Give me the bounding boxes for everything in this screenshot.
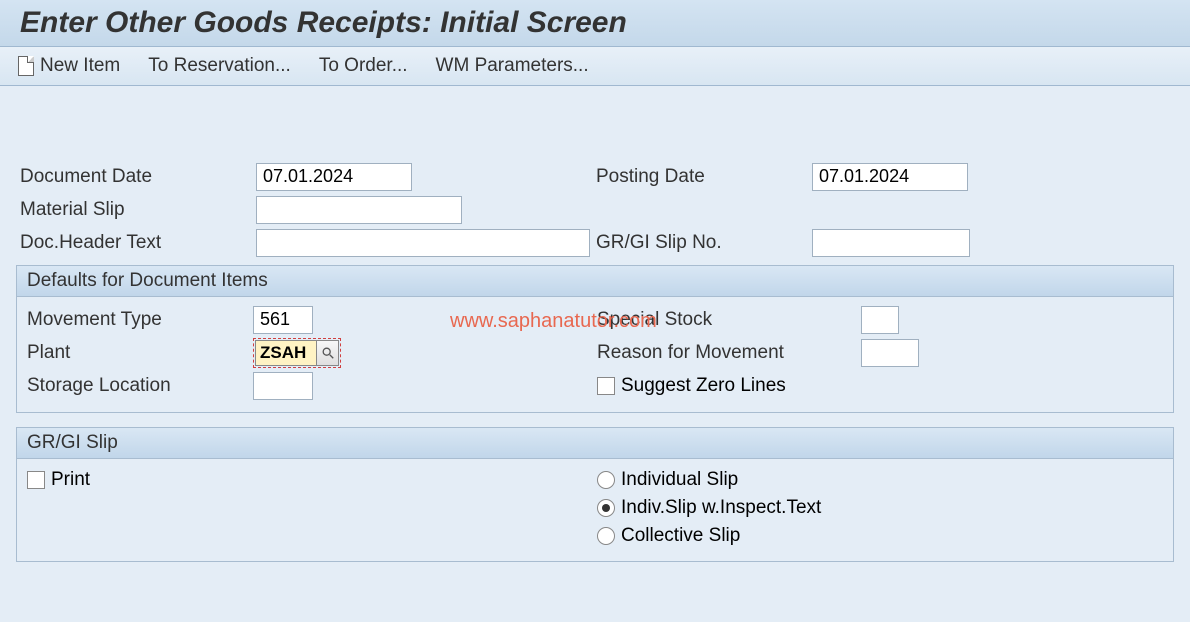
wm-parameters-button[interactable]: WM Parameters...	[436, 55, 589, 77]
radio-icon	[597, 527, 615, 545]
radio-icon	[597, 499, 615, 517]
form-area: Document Date Posting Date Material Slip…	[0, 86, 1190, 622]
doc-header-text-label: Doc.Header Text	[20, 232, 256, 254]
storage-location-label: Storage Location	[21, 375, 253, 397]
storage-location-input[interactable]	[253, 372, 313, 400]
doc-header-text-input[interactable]	[256, 229, 590, 257]
gr-gi-slip-panel: GR/GI Slip Print Individual Slip Indiv.S…	[16, 427, 1174, 562]
header-fields: Document Date Posting Date Material Slip…	[10, 96, 1180, 259]
special-stock-input[interactable]	[861, 306, 899, 334]
document-icon	[18, 56, 34, 76]
new-item-button[interactable]: New Item	[18, 55, 120, 77]
radio-indiv-inspect[interactable]: Indiv.Slip w.Inspect.Text	[597, 497, 1169, 519]
suggest-zero-lines-label: Suggest Zero Lines	[621, 375, 786, 397]
material-slip-label: Material Slip	[20, 199, 256, 221]
posting-date-label: Posting Date	[596, 166, 812, 188]
defaults-panel-title: Defaults for Document Items	[17, 266, 1173, 297]
toolbar: New Item To Reservation... To Order... W…	[0, 47, 1190, 86]
special-stock-label: Special Stock	[597, 309, 861, 331]
radio-collective-slip[interactable]: Collective Slip	[597, 525, 1169, 547]
radio-individual-slip[interactable]: Individual Slip	[597, 469, 1169, 491]
page-title: Enter Other Goods Receipts: Initial Scre…	[0, 0, 1190, 47]
plant-input[interactable]	[255, 340, 317, 366]
defaults-panel: Defaults for Document Items Movement Typ…	[16, 265, 1174, 413]
gr-gi-slip-no-label: GR/GI Slip No.	[596, 232, 812, 254]
to-order-button[interactable]: To Order...	[319, 55, 408, 77]
checkbox-icon	[27, 471, 45, 489]
checkbox-icon	[597, 377, 615, 395]
plant-label: Plant	[21, 342, 253, 364]
movement-type-label: Movement Type	[21, 309, 253, 331]
print-label: Print	[51, 469, 90, 491]
movement-type-input[interactable]	[253, 306, 313, 334]
print-checkbox[interactable]: Print	[27, 469, 90, 491]
new-item-label: New Item	[40, 55, 120, 77]
radio-collective-label: Collective Slip	[621, 525, 740, 547]
radio-icon	[597, 471, 615, 489]
material-slip-input[interactable]	[256, 196, 462, 224]
gr-gi-slip-no-input[interactable]	[812, 229, 970, 257]
radio-individual-label: Individual Slip	[621, 469, 738, 491]
posting-date-input[interactable]	[812, 163, 968, 191]
radio-inspect-label: Indiv.Slip w.Inspect.Text	[621, 497, 821, 519]
reason-movement-input[interactable]	[861, 339, 919, 367]
to-reservation-button[interactable]: To Reservation...	[148, 55, 291, 77]
reason-movement-label: Reason for Movement	[597, 342, 861, 364]
plant-field-highlight	[253, 338, 341, 368]
document-date-input[interactable]	[256, 163, 412, 191]
search-help-icon[interactable]	[317, 340, 339, 366]
suggest-zero-lines-checkbox[interactable]: Suggest Zero Lines	[597, 375, 786, 397]
gr-gi-slip-panel-title: GR/GI Slip	[17, 428, 1173, 459]
document-date-label: Document Date	[20, 166, 256, 188]
